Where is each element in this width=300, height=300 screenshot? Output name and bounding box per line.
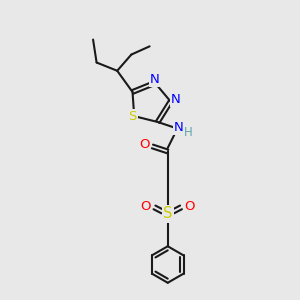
Text: S: S [129,110,137,123]
Text: O: O [139,138,149,151]
Text: N: N [171,93,181,106]
Text: N: N [174,121,184,134]
Text: H: H [184,126,193,139]
Text: O: O [184,200,195,213]
Text: N: N [150,73,160,86]
Text: O: O [140,200,151,213]
Text: S: S [163,206,172,221]
